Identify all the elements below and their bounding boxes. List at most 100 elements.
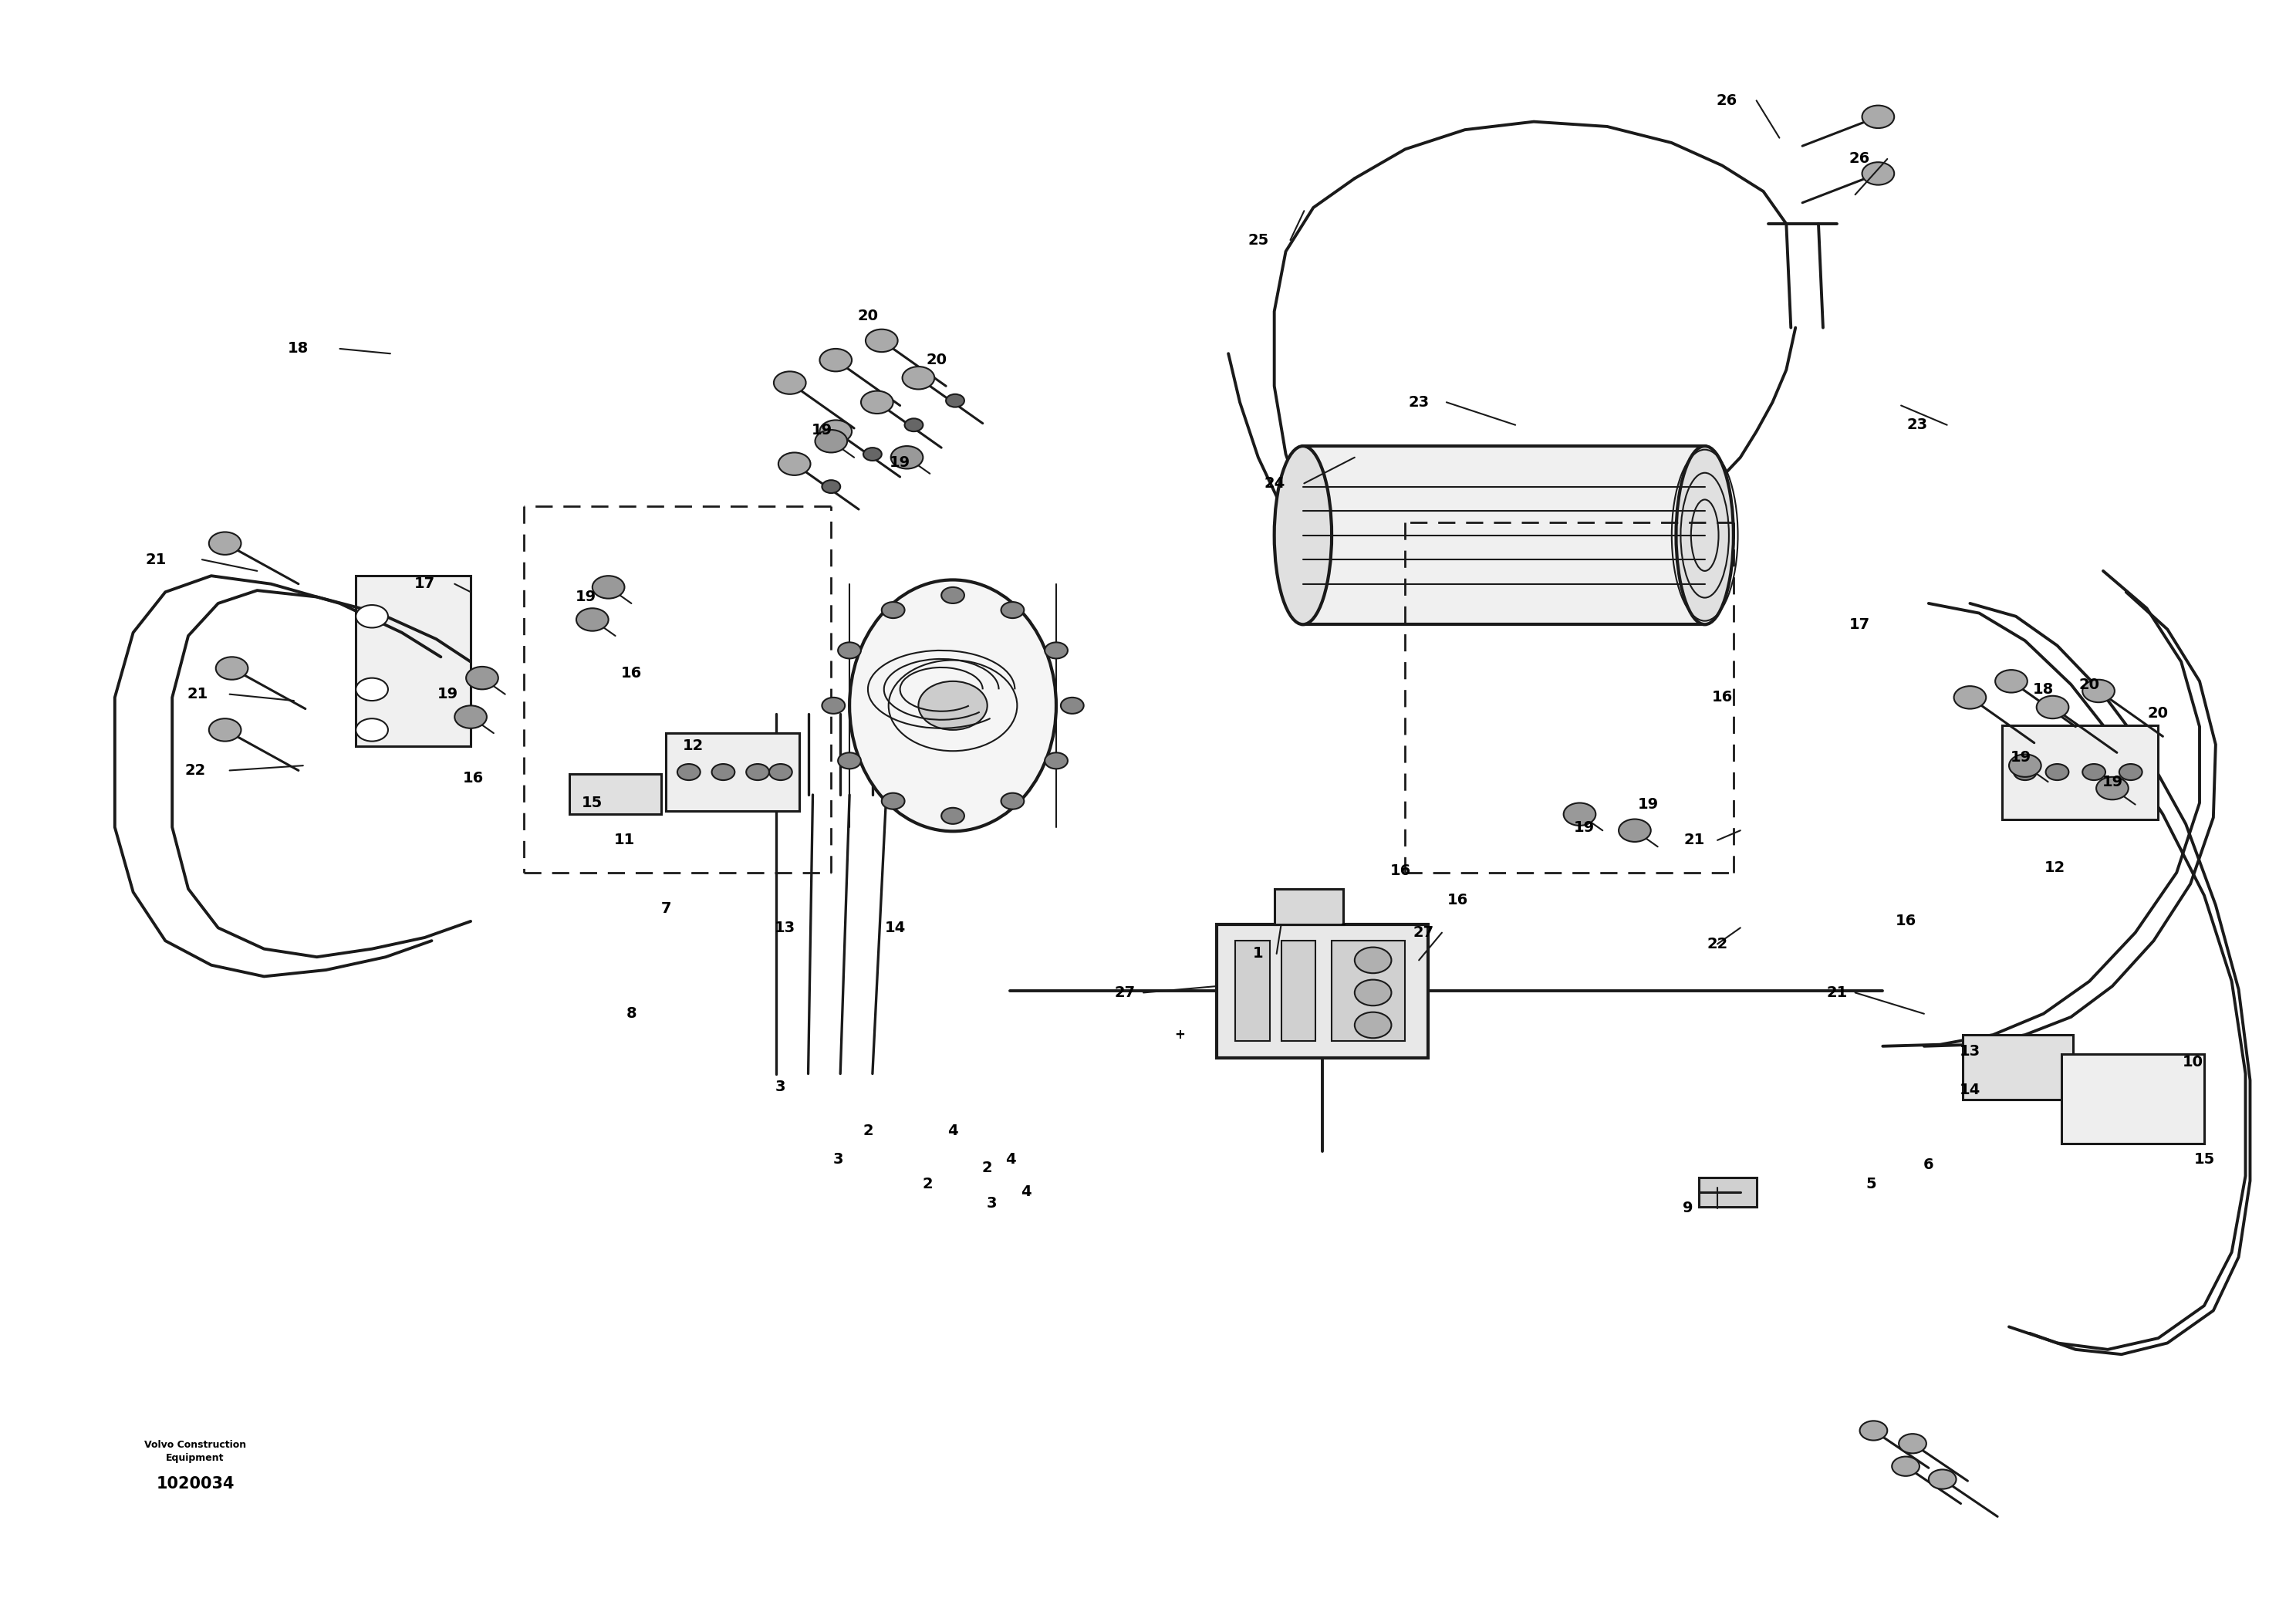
Text: 1: 1 [1254,946,1263,962]
Circle shape [1995,670,2027,693]
Circle shape [1954,686,1986,709]
Text: 23: 23 [1407,394,1430,410]
Text: 13: 13 [774,920,797,936]
Circle shape [905,418,923,431]
Text: 26: 26 [1848,151,1871,167]
Circle shape [356,678,388,701]
Circle shape [356,719,388,741]
Circle shape [774,371,806,394]
Text: 21: 21 [1683,832,1706,848]
Ellipse shape [1676,446,1733,624]
Circle shape [1862,105,1894,128]
Text: 24: 24 [1263,475,1286,491]
Circle shape [1619,819,1651,842]
Bar [666,733,799,811]
Circle shape [815,430,847,453]
Circle shape [1355,980,1391,1006]
Text: 14: 14 [1958,1082,1981,1098]
Circle shape [1045,753,1068,769]
Bar [1274,889,1343,925]
Text: 15: 15 [581,795,604,811]
Circle shape [2119,764,2142,780]
Text: 20: 20 [925,352,948,368]
Circle shape [209,719,241,741]
Text: 19: 19 [889,454,912,470]
Text: 19: 19 [810,422,833,438]
Text: 16: 16 [1446,892,1469,908]
Text: 11: 11 [613,832,636,848]
Text: 10: 10 [2181,1054,2204,1071]
Text: 22: 22 [184,762,207,779]
Circle shape [746,764,769,780]
Text: 4: 4 [1022,1184,1031,1200]
Text: 27: 27 [1114,985,1137,1001]
Text: -: - [1341,918,1345,931]
Bar [2062,1054,2204,1144]
Text: 4: 4 [948,1122,957,1139]
Text: 2: 2 [863,1122,872,1139]
Circle shape [1892,1457,1919,1476]
Bar [1963,1035,2073,1100]
Circle shape [1862,162,1894,185]
Text: Volvo Construction
Equipment: Volvo Construction Equipment [145,1440,246,1463]
Circle shape [941,808,964,824]
Circle shape [1355,1012,1391,1038]
Text: 5: 5 [1867,1176,1876,1192]
Text: 19: 19 [436,686,459,702]
Bar [1281,941,1316,1041]
Text: 20: 20 [2078,676,2101,693]
Circle shape [902,367,934,389]
Circle shape [2082,764,2105,780]
Text: 25: 25 [1247,232,1270,248]
Circle shape [2014,764,2037,780]
Text: 20: 20 [2147,706,2170,722]
Circle shape [946,394,964,407]
Ellipse shape [850,581,1056,830]
Text: 3: 3 [987,1195,996,1212]
Circle shape [1061,697,1084,714]
Text: 22: 22 [1706,936,1729,952]
Text: 3: 3 [776,1079,785,1095]
Circle shape [592,576,625,599]
Bar [356,576,471,746]
Circle shape [356,605,388,628]
Bar [2002,725,2158,819]
Text: 16: 16 [1711,689,1733,706]
Text: 2: 2 [983,1160,992,1176]
Text: 16: 16 [461,770,484,787]
Circle shape [882,602,905,618]
Ellipse shape [1274,446,1332,624]
Circle shape [863,448,882,461]
Circle shape [2096,777,2128,800]
Bar [1217,925,1428,1058]
Text: 17: 17 [1848,616,1871,633]
Circle shape [2046,764,2069,780]
Circle shape [882,793,905,809]
Circle shape [209,532,241,555]
Bar [1302,446,1704,624]
Circle shape [1929,1470,1956,1489]
Bar [1332,941,1405,1041]
Circle shape [891,446,923,469]
Circle shape [216,657,248,680]
Text: 17: 17 [413,576,436,592]
Text: 21: 21 [145,551,168,568]
Text: 23: 23 [1906,417,1929,433]
Circle shape [1001,793,1024,809]
Text: 9: 9 [1683,1200,1692,1216]
Text: 8: 8 [627,1006,636,1022]
Circle shape [820,349,852,371]
Text: +: + [1176,1028,1185,1041]
Text: 19: 19 [574,589,597,605]
Text: 3: 3 [833,1152,843,1168]
Circle shape [941,587,964,603]
Text: 19: 19 [1573,819,1596,835]
Text: 19: 19 [2101,774,2124,790]
Circle shape [778,453,810,475]
Text: 27: 27 [1412,925,1435,941]
Text: 12: 12 [682,738,705,754]
Text: 6: 6 [1924,1156,1933,1173]
Circle shape [838,753,861,769]
Text: 13: 13 [1958,1043,1981,1059]
Circle shape [1860,1421,1887,1440]
